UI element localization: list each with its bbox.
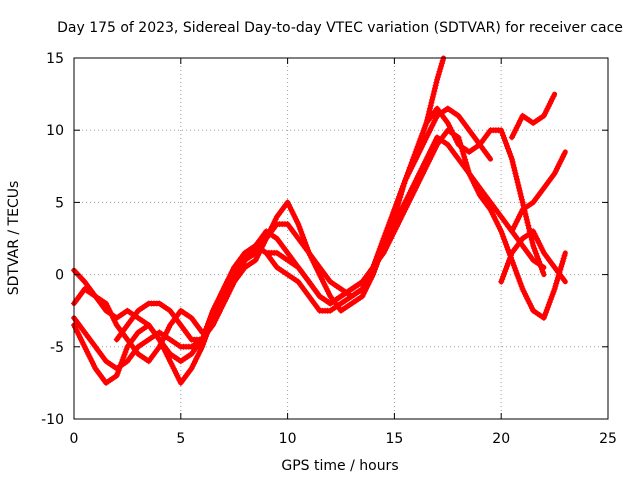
y-axis-label: SDTVAR / TECUs bbox=[6, 181, 22, 296]
x-tick-label: 0 bbox=[70, 431, 79, 447]
plot-frame bbox=[73, 57, 609, 420]
x-axis-label: GPS time / hours bbox=[281, 458, 398, 474]
series-track-8 bbox=[498, 228, 568, 285]
y-tick-label: 15 bbox=[46, 51, 64, 67]
y-tick-label: -10 bbox=[41, 412, 64, 428]
y-tick-label: -5 bbox=[50, 340, 64, 356]
y-tick-label: 5 bbox=[55, 195, 64, 211]
chart-title: Day 175 of 2023, Sidereal Day-to-day VTE… bbox=[57, 20, 623, 36]
series-track-6 bbox=[508, 149, 568, 235]
data-layer bbox=[71, 55, 568, 386]
series-markers bbox=[498, 228, 567, 285]
series-track-5 bbox=[71, 127, 568, 372]
series-markers bbox=[508, 93, 557, 141]
x-tick-label: 10 bbox=[279, 431, 297, 447]
x-tick-label: 25 bbox=[599, 431, 617, 447]
x-tick-label: 20 bbox=[492, 431, 510, 447]
series-markers bbox=[508, 151, 568, 235]
y-tick-label: 0 bbox=[55, 268, 64, 284]
y-tick-label: 10 bbox=[46, 123, 64, 139]
ticks: 0 5 10 15 20 25 -10 -5 0 5 10 15 bbox=[41, 51, 617, 447]
x-tick-label: 15 bbox=[385, 431, 403, 447]
x-tick-label: 5 bbox=[176, 431, 185, 447]
series-track-7 bbox=[508, 91, 558, 141]
